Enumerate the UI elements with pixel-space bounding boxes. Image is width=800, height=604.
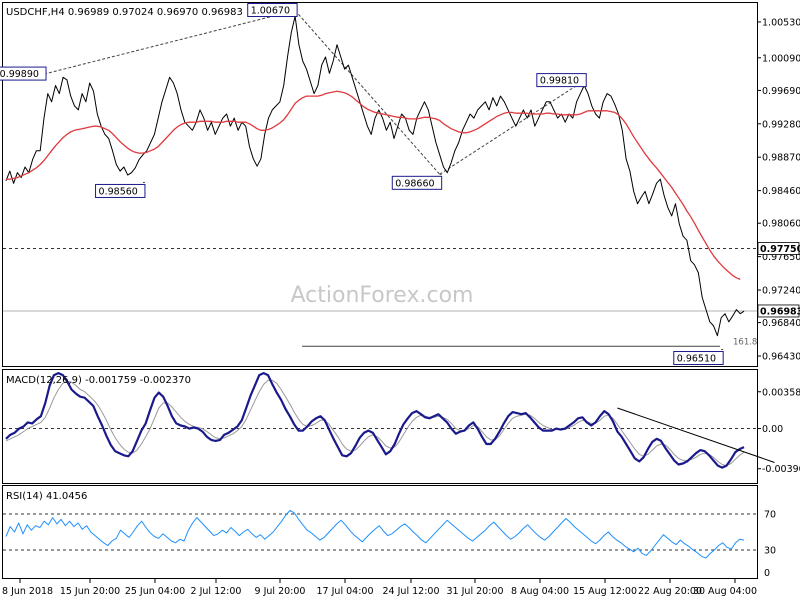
swing-trendline xyxy=(43,10,296,75)
x-tick-label: 30 Aug 04:00 xyxy=(693,586,757,597)
rsi-plot xyxy=(3,509,757,559)
price-plot: 161.8 0.99890 0.98560 1.00670 0.98660 0.99810… xyxy=(0,3,757,366)
price-tick-label: 1.00090 xyxy=(762,53,800,64)
price-tick-label: 0.98060 xyxy=(762,219,800,230)
price-tick-label: 0.96840 xyxy=(762,318,800,329)
x-tick-label: 2 Jul 12:00 xyxy=(191,586,242,597)
price-tick-label: 0.96430 xyxy=(762,352,800,363)
macd-header: MACD(12,26,9) -0.001759 -0.002370 xyxy=(6,375,191,386)
symbol-header: USDCHF,H4 0.96989 0.97024 0.96970 0.9698… xyxy=(6,7,243,18)
macd-trendline xyxy=(617,407,775,463)
price-tick-label: 1.00530 xyxy=(762,17,800,28)
macd-tick-label: -0.003908 xyxy=(762,464,800,475)
rsi-tick-label: 0 xyxy=(764,568,770,579)
swing-label-box xyxy=(95,183,146,198)
swing-label-box xyxy=(536,73,587,88)
macd-main-line xyxy=(5,372,745,469)
macd-plot xyxy=(3,372,775,469)
x-tick-label: 24 Jul 12:00 xyxy=(383,586,440,597)
rsi-header: RSI(14) 41.0456 xyxy=(6,491,87,502)
swing-trendline xyxy=(439,80,585,175)
swing-label: 0.98660 xyxy=(395,178,434,189)
x-tick-label: 15 Jun 20:00 xyxy=(60,586,120,597)
fib-projection-label: 161.8 xyxy=(733,337,757,347)
macd-panel-frame xyxy=(2,369,758,484)
current-price-axis-label-box xyxy=(757,304,800,318)
swing-label: 0.99810 xyxy=(540,76,579,87)
macd-tick-label: 0.00 xyxy=(762,424,783,435)
current-price-axis-label-text: 0.96983 xyxy=(760,306,800,317)
rsi-tick-label: 30 xyxy=(764,546,776,557)
swing-label-box xyxy=(0,66,47,81)
price-series-line xyxy=(5,15,745,337)
swing-label: 0.99890 xyxy=(0,69,39,80)
swing-label: 0.96510 xyxy=(677,354,716,365)
price-tick-label: 0.97240 xyxy=(762,286,800,297)
rsi-panel-frame xyxy=(2,485,758,579)
axes: 1.00530 1.00090 0.99690 0.99280 0.98870 0.984… xyxy=(2,17,800,597)
price-tick-label: 0.99280 xyxy=(762,119,800,130)
price-tick-label: 0.99690 xyxy=(762,86,800,97)
x-tick-label: 15 Aug 12:00 xyxy=(573,586,637,597)
price-tick-label: 0.98460 xyxy=(762,186,800,197)
resistance-axis-label-text: 0.97750 xyxy=(760,244,800,255)
price-tick-label: 0.98870 xyxy=(762,153,800,164)
swing-label-box xyxy=(247,3,298,18)
resistance-axis-label-box xyxy=(757,242,800,255)
swing-label-box xyxy=(673,351,724,366)
x-tick-label: 22 Aug 20:00 xyxy=(638,586,702,597)
x-tick-label: 8 Aug 04:00 xyxy=(511,586,569,597)
swing-label-box xyxy=(391,175,443,190)
price-tick-label: 0.97650 xyxy=(762,252,800,263)
x-tick-label: 9 Jul 20:00 xyxy=(255,586,306,597)
swing-trendline xyxy=(294,10,441,175)
rsi-line xyxy=(5,509,745,559)
swing-label: 1.00670 xyxy=(251,6,290,17)
x-tick-label: 31 Jul 20:00 xyxy=(447,586,504,597)
x-tick-label: 17 Jul 04:00 xyxy=(317,586,374,597)
rsi-tick-label: 70 xyxy=(764,510,776,521)
macd-tick-label: 0.00358 xyxy=(762,387,800,398)
watermark: ActionForex.com xyxy=(291,283,474,308)
swing-label: 0.98560 xyxy=(99,186,138,197)
x-tick-label: 8 Jun 2018 xyxy=(2,586,53,597)
x-tick-label: 25 Jun 04:00 xyxy=(125,586,185,597)
moving-average-line xyxy=(6,90,741,280)
